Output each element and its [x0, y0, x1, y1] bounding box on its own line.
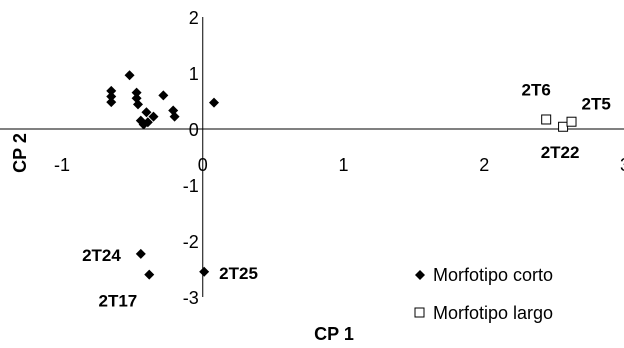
point-morfotipo-corto — [142, 117, 153, 128]
point-morfotipo-corto — [144, 269, 155, 280]
x-tick-labels: -1 0 1 2 3 — [54, 155, 624, 175]
legend-label-morfotipo-largo: Morfotipo largo — [433, 303, 553, 323]
legend-label-morfotipo-corto: Morfotipo corto — [433, 265, 553, 285]
point-morfotipo-corto — [158, 90, 169, 101]
point-morfotipo-corto — [148, 111, 159, 122]
point-morfotipo-largo — [566, 116, 577, 127]
x-tick-label: 1 — [338, 155, 348, 175]
x-tick-label: 2 — [479, 155, 489, 175]
x-tick-label: 0 — [198, 155, 208, 175]
point-morfotipo-corto — [135, 248, 146, 259]
x-axis-title: CP 1 — [314, 324, 354, 344]
point-morfotipo-corto — [199, 266, 210, 277]
point-morfotipo-corto — [209, 97, 220, 108]
data-points — [106, 70, 577, 280]
y-tick-label: 0 — [189, 120, 199, 140]
point-label: 2T22 — [541, 143, 580, 162]
legend: Morfotipo corto Morfotipo largo — [414, 265, 553, 323]
legend-marker-morfotipo-largo — [414, 307, 425, 318]
y-axis-title: CP 2 — [10, 133, 30, 173]
x-tick-label: -1 — [54, 155, 70, 175]
point-morfotipo-corto — [106, 91, 117, 102]
point-morfotipo-largo — [558, 121, 569, 132]
point-label: 2T5 — [582, 95, 611, 114]
point-labels: 2T24 2T17 2T25 2T6 2T22 2T5 — [82, 80, 611, 310]
y-tick-label: -2 — [183, 232, 199, 252]
point-label: 2T17 — [99, 292, 138, 311]
axes — [0, 17, 624, 297]
y-tick-label: 2 — [189, 8, 199, 28]
point-label: 2T6 — [522, 80, 551, 99]
y-tick-label: 1 — [189, 64, 199, 84]
y-tick-label: -3 — [183, 288, 199, 308]
legend-marker-morfotipo-corto — [415, 270, 425, 280]
point-morfotipo-corto — [106, 85, 117, 96]
point-label: 2T24 — [82, 246, 121, 265]
point-morfotipo-corto — [133, 99, 144, 110]
x-tick-label: 3 — [620, 155, 624, 175]
point-morfotipo-corto — [131, 87, 142, 98]
point-morfotipo-corto — [169, 111, 180, 122]
y-tick-label: -1 — [183, 176, 199, 196]
point-label: 2T25 — [219, 264, 258, 283]
point-morfotipo-largo — [541, 114, 552, 125]
point-morfotipo-corto — [106, 97, 117, 108]
y-tick-labels: -3 -2 -1 0 1 2 — [183, 8, 199, 308]
point-morfotipo-corto — [141, 107, 152, 118]
point-morfotipo-corto — [124, 70, 135, 81]
